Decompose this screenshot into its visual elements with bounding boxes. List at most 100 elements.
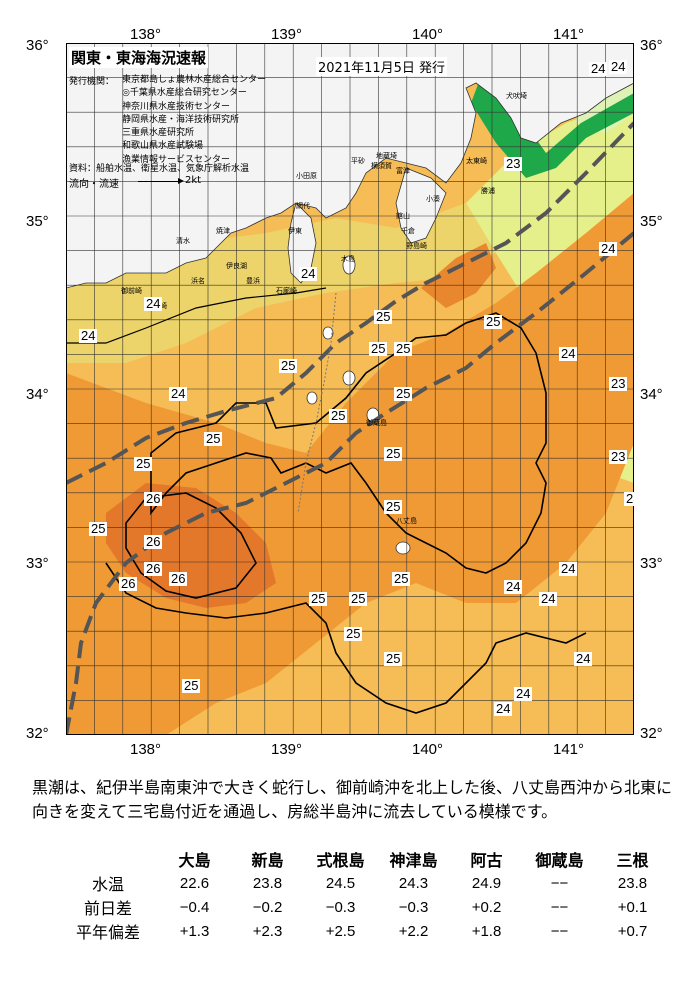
isotherm-label-background: [624, 492, 634, 506]
organization-item: 静岡県水産・海洋技術研究所: [122, 114, 240, 125]
coastal-green-strip: [471, 63, 634, 178]
isotherm-label: 24: [516, 686, 530, 701]
isotherm-label: 25: [396, 341, 410, 356]
place-name: 地蔵埼: [376, 151, 397, 160]
isotherm-label: 23: [611, 449, 625, 464]
observation-table: 大島 新島 式根島 神津島 阿古 御蔵島 三根 水温 22.6 23.8 24.…: [58, 847, 669, 943]
isotherm-label-background: [134, 457, 152, 471]
place-name: 浜名: [191, 276, 205, 285]
isotherm-label: 24: [561, 346, 575, 361]
table-row: 水温 22.6 23.8 24.5 24.3 24.9 −− 23.8: [58, 871, 669, 895]
isotherm-label-background: [279, 359, 297, 373]
bathymetry-trench-line: [297, 292, 337, 514]
table-cell: 23.8: [252, 874, 283, 892]
place-name: 豊浜: [246, 276, 260, 285]
situation-description: 黒潮は、紀伊半島南東沖で大きく蛇行し、御前崎沖を北上した後、八丈島西沖から北東に…: [32, 778, 673, 821]
isotherm-label: 26: [146, 561, 160, 576]
warmest-water-zone-west: [106, 483, 276, 608]
place-name: 御前崎: [121, 286, 142, 295]
isotherm-label-background: [392, 572, 410, 586]
table-header-row: 大島 新島 式根島 神津島 阿古 御蔵島 三根: [58, 847, 669, 871]
place-name: 館山: [396, 211, 410, 220]
station-header: 神津島: [389, 851, 438, 870]
isotherm-label: 25: [184, 678, 198, 693]
isotherm-label: 26: [146, 491, 160, 506]
isotherm-label: 26: [171, 571, 185, 586]
isotherm-label-background: [384, 500, 402, 514]
isotherm-26-west: [125, 492, 257, 599]
place-name: 横須賀: [371, 161, 392, 170]
isotherm-label: 24: [611, 59, 625, 74]
isotherm-label: 24: [81, 328, 95, 343]
isotherm-25-main: [150, 312, 547, 574]
cool-water-zone-north: [66, 203, 496, 363]
isotherm-label-background: [384, 652, 402, 666]
isotherm-label-background: [559, 562, 577, 576]
isotherm-label-background: [344, 627, 362, 641]
organization-item: 三重県水産研究所: [122, 128, 195, 139]
isotherm-label-background: [504, 157, 522, 171]
table-cell: −−: [550, 874, 569, 892]
issue-date: 2021年11月5日 発行: [316, 57, 448, 76]
isotherm-label: 24: [506, 579, 520, 594]
isotherm-label-background: [394, 342, 412, 356]
place-name: 小湊: [426, 194, 440, 203]
table-cell: +1.8: [471, 922, 502, 940]
isotherm-label: 24: [171, 386, 185, 401]
isotherm-label-background: [79, 329, 97, 343]
place-name: 清水: [176, 236, 190, 245]
table-cell: −−: [550, 898, 569, 916]
isotherm-label: 25: [486, 314, 500, 329]
kuroshio-axis-inner: [66, 121, 634, 485]
place-name: 八丈島: [396, 516, 417, 525]
isotherm-label-background: [574, 652, 592, 666]
place-name: 小田原: [296, 171, 317, 180]
latitude-label-33-right: 33°: [640, 555, 663, 572]
isotherm-label: 24: [576, 651, 590, 666]
isotherm-label-background: [394, 387, 412, 401]
isotherm-label: 25: [386, 499, 400, 514]
organization-item: 和歌山県水産試験場: [122, 141, 204, 152]
longitude-label-138-bottom: 138°: [130, 741, 162, 758]
station-header: 御蔵島: [535, 851, 584, 870]
station-header: 大島: [178, 851, 211, 870]
isotherm-label-background: [309, 592, 327, 606]
isotherm-label-background: [299, 267, 317, 281]
table-cell: 23.8: [617, 874, 648, 892]
isotherm-label-background: [609, 450, 627, 464]
table-cell: +2.5: [325, 922, 356, 940]
latitude-label-32-right: 32°: [640, 725, 663, 742]
flow-speed-label: 2kt: [185, 175, 202, 186]
isotherm-label: 26: [146, 534, 160, 549]
longitude-label-141-top: 141°: [553, 26, 585, 43]
latitude-label-32-left: 32°: [26, 725, 49, 742]
station-header: 三根: [616, 851, 649, 870]
isotherm-label-background: [589, 62, 607, 76]
isotherm-label: 23: [626, 491, 634, 506]
latitude-label-34-left: 34°: [26, 386, 49, 403]
isotherm-label-background: [369, 342, 387, 356]
isotherm-label-background: [484, 315, 502, 329]
map-frame: [66, 43, 634, 735]
island-hachijojima: [395, 541, 411, 555]
place-name: 犬吠埼: [506, 91, 527, 100]
isotherm-label: 25: [386, 651, 400, 666]
table-cell: −0.3: [398, 898, 429, 916]
table-cell: +0.1: [617, 898, 648, 916]
isotherm-25-south: [105, 562, 587, 714]
isotherm-label: 25: [371, 341, 385, 356]
isotherm-label: 25: [351, 591, 365, 606]
place-name: 千倉: [401, 226, 415, 235]
isotherm-label-background: [144, 492, 162, 506]
row-label: 平年偏差: [75, 923, 140, 942]
land-izu-peninsula: [287, 202, 317, 284]
organization-item: 東京都島しょ農林水産総合センター: [122, 75, 267, 85]
latitude-label-35-right: 35°: [640, 213, 663, 230]
isotherm-label: 25: [396, 386, 410, 401]
isotherm-label-background: [559, 347, 577, 361]
isotherm-label-background: [504, 580, 522, 594]
isotherm-label-background: [144, 562, 162, 576]
place-name: 伊良湖: [226, 261, 247, 270]
place-name: 平砂: [351, 156, 365, 165]
